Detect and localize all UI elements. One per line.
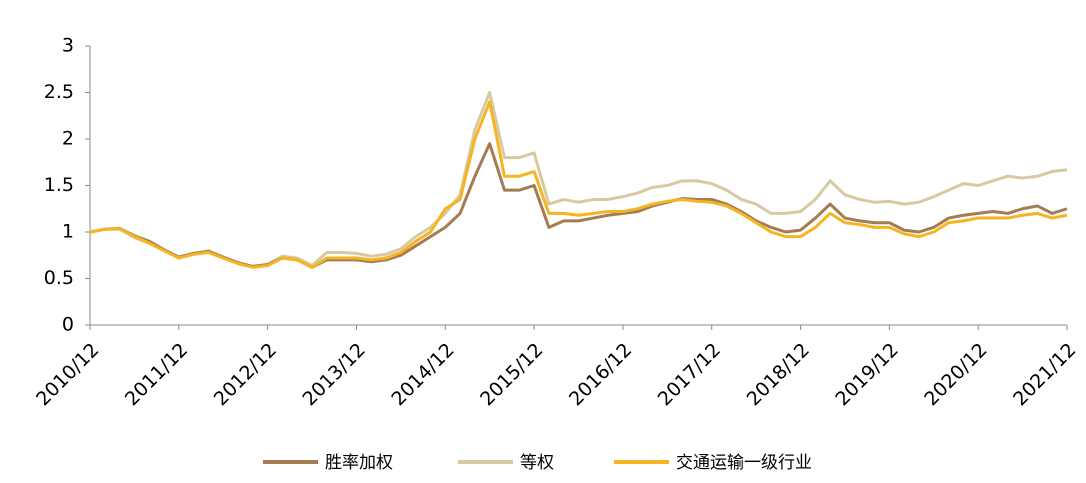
series-line — [89, 142, 1068, 269]
x-tick-label: 2013/12 — [299, 339, 370, 410]
y-tick-label: 0 — [62, 314, 74, 336]
x-tick-label: 2015/12 — [476, 339, 547, 410]
series-line — [89, 91, 1068, 268]
legend-label: 交通运输一级行业 — [676, 453, 812, 473]
x-tick-label: 2017/12 — [654, 339, 725, 410]
x-tick-label: 2019/12 — [831, 339, 902, 410]
y-tick-label: 1 — [62, 221, 74, 243]
x-tick-label: 2016/12 — [565, 339, 636, 410]
y-tick-label: 2.5 — [44, 81, 74, 103]
x-tick-label: 2010/12 — [32, 339, 103, 410]
x-tick-label: 2018/12 — [743, 339, 814, 410]
x-tick-label: 2014/12 — [387, 339, 458, 410]
x-tick-label: 2011/12 — [121, 339, 192, 410]
x-tick-label: 2020/12 — [920, 339, 991, 410]
legend-label: 等权 — [520, 453, 554, 473]
y-tick-label: 1.5 — [44, 174, 74, 196]
series-line — [89, 100, 1068, 269]
legend-label: 胜率加权 — [325, 453, 393, 473]
x-tick-label: 2021/12 — [1009, 339, 1080, 410]
y-tick-label: 3 — [62, 35, 74, 57]
y-tick-label: 0.5 — [44, 267, 74, 289]
y-tick-label: 2 — [62, 128, 74, 150]
x-tick-label: 2012/12 — [210, 339, 281, 410]
